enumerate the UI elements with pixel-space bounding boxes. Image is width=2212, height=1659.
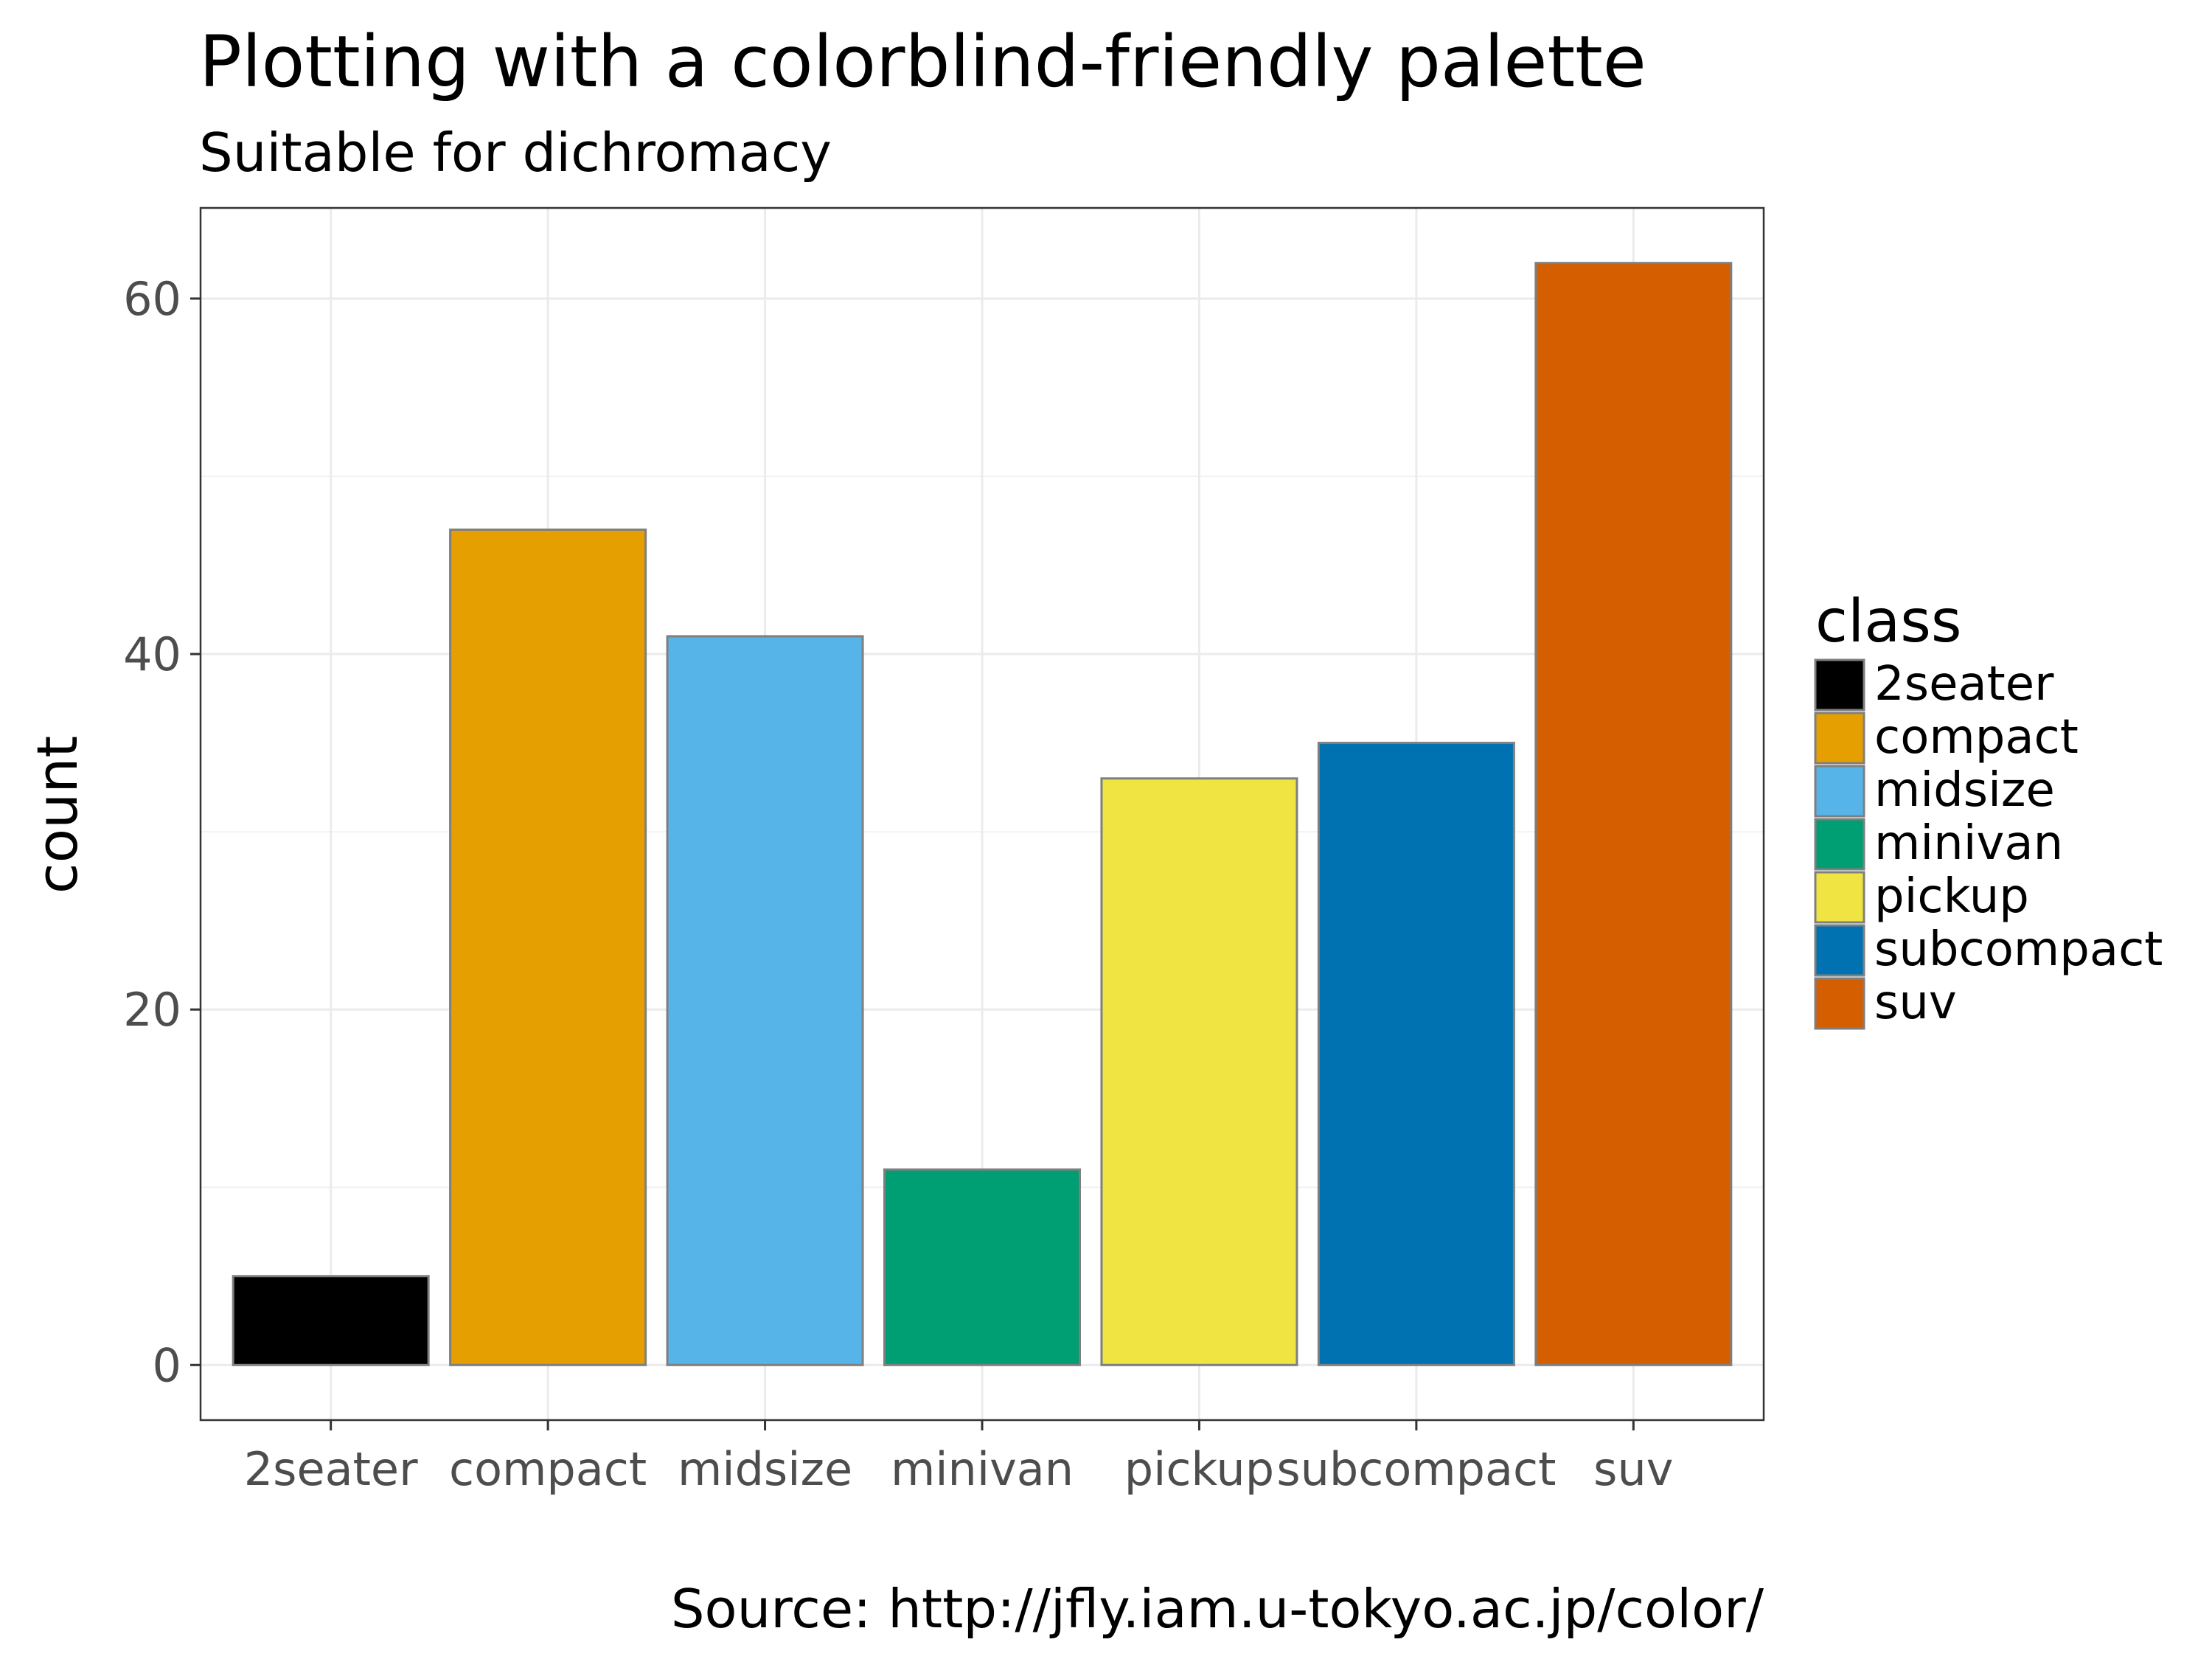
legend-key-pickup bbox=[1814, 871, 1865, 924]
y-tick-label: 40 bbox=[123, 627, 181, 681]
legend-title: class bbox=[1815, 587, 1962, 655]
bars bbox=[232, 262, 1733, 1366]
legend-label: 2seater bbox=[1874, 657, 2054, 712]
x-axis-ticks: 2seater compact midsize minivan pickup subcom… bbox=[244, 1420, 1673, 1496]
legend-label: pickup bbox=[1874, 869, 2029, 924]
bar-subcompact bbox=[1317, 742, 1515, 1366]
legend: class 2seatercompactmidsizeminivanpickup… bbox=[1814, 587, 2163, 1030]
y-axis-title: count bbox=[24, 736, 90, 894]
bar-suv bbox=[1534, 262, 1733, 1366]
legend-key-midsize bbox=[1814, 765, 1865, 818]
x-tick-label: suv bbox=[1593, 1442, 1673, 1496]
chart-caption: Source: http://jfly.iam.u-tokyo.ac.jp/co… bbox=[671, 1578, 1764, 1640]
legend-key-suv bbox=[1814, 977, 1865, 1030]
chart-title: Plotting with a colorblind-friendly pale… bbox=[199, 21, 1646, 103]
bar-midsize bbox=[666, 635, 864, 1366]
bar-compact bbox=[449, 528, 647, 1366]
x-tick-label: minivan bbox=[891, 1442, 1074, 1496]
legend-label: minivan bbox=[1874, 816, 2063, 871]
x-tick-label: compact bbox=[449, 1442, 647, 1496]
bar-pickup bbox=[1100, 777, 1298, 1366]
x-tick-label: midsize bbox=[678, 1442, 852, 1496]
legend-label: compact bbox=[1874, 710, 2079, 765]
legend-key-minivan bbox=[1814, 818, 1865, 871]
bar-minivan bbox=[883, 1168, 1081, 1366]
y-tick-label: 20 bbox=[123, 983, 181, 1037]
y-tick-label: 60 bbox=[123, 272, 181, 326]
x-tick-label: subcompact bbox=[1276, 1442, 1556, 1496]
legend-label: midsize bbox=[1874, 763, 2055, 818]
legend-key-2seater bbox=[1814, 658, 1865, 712]
legend-key-compact bbox=[1814, 712, 1865, 765]
bar-2seater bbox=[232, 1275, 430, 1366]
chart-subtitle: Suitable for dichromacy bbox=[199, 122, 832, 184]
x-tick-label: pickup bbox=[1124, 1442, 1274, 1496]
legend-label: subcompact bbox=[1874, 922, 2163, 977]
legend-label: suv bbox=[1874, 975, 1957, 1030]
y-tick-label: 0 bbox=[153, 1338, 181, 1392]
legend-key-subcompact bbox=[1814, 924, 1865, 977]
y-axis-ticks: 0 20 40 60 bbox=[123, 272, 201, 1392]
x-tick-label: 2seater bbox=[244, 1442, 418, 1496]
